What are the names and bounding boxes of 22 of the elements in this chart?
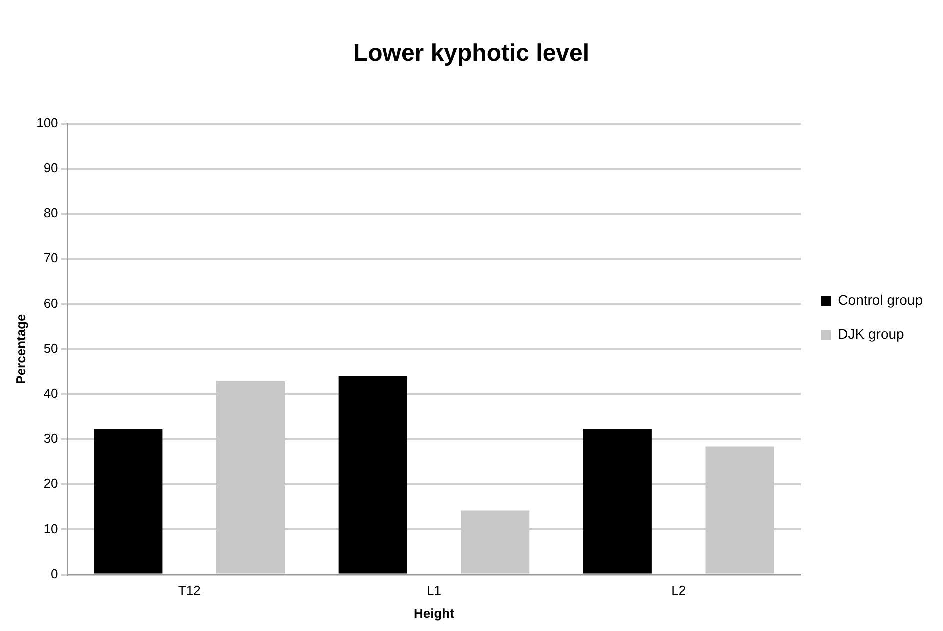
- y-tick-label: 60: [44, 296, 58, 311]
- y-tick-label: 10: [44, 521, 58, 536]
- x-tick-label: L2: [672, 583, 686, 598]
- bar: [338, 376, 408, 574]
- x-tick-label: L1: [426, 583, 442, 598]
- bar: [94, 429, 163, 574]
- legend-label: DJK group: [838, 326, 905, 342]
- y-tick-label: 80: [44, 206, 58, 221]
- y-tick-label: 70: [44, 250, 58, 266]
- y-axis-title: Percentage: [13, 314, 28, 384]
- chart-title: Lower kyphotic level: [353, 40, 590, 68]
- y-tick-label: 100: [36, 115, 58, 130]
- y-tick-label: 0: [51, 566, 58, 582]
- y-tick-label: 30: [44, 431, 58, 446]
- bar: [583, 429, 652, 574]
- y-tick-label: 40: [44, 386, 58, 401]
- y-tick-label: 20: [44, 476, 58, 492]
- legend-label: Control group: [838, 292, 924, 308]
- x-tick-label: T12: [178, 583, 201, 598]
- y-tick-label: 50: [44, 340, 58, 356]
- x-axis-title: Height: [414, 606, 456, 621]
- y-tick-label: 90: [44, 160, 58, 176]
